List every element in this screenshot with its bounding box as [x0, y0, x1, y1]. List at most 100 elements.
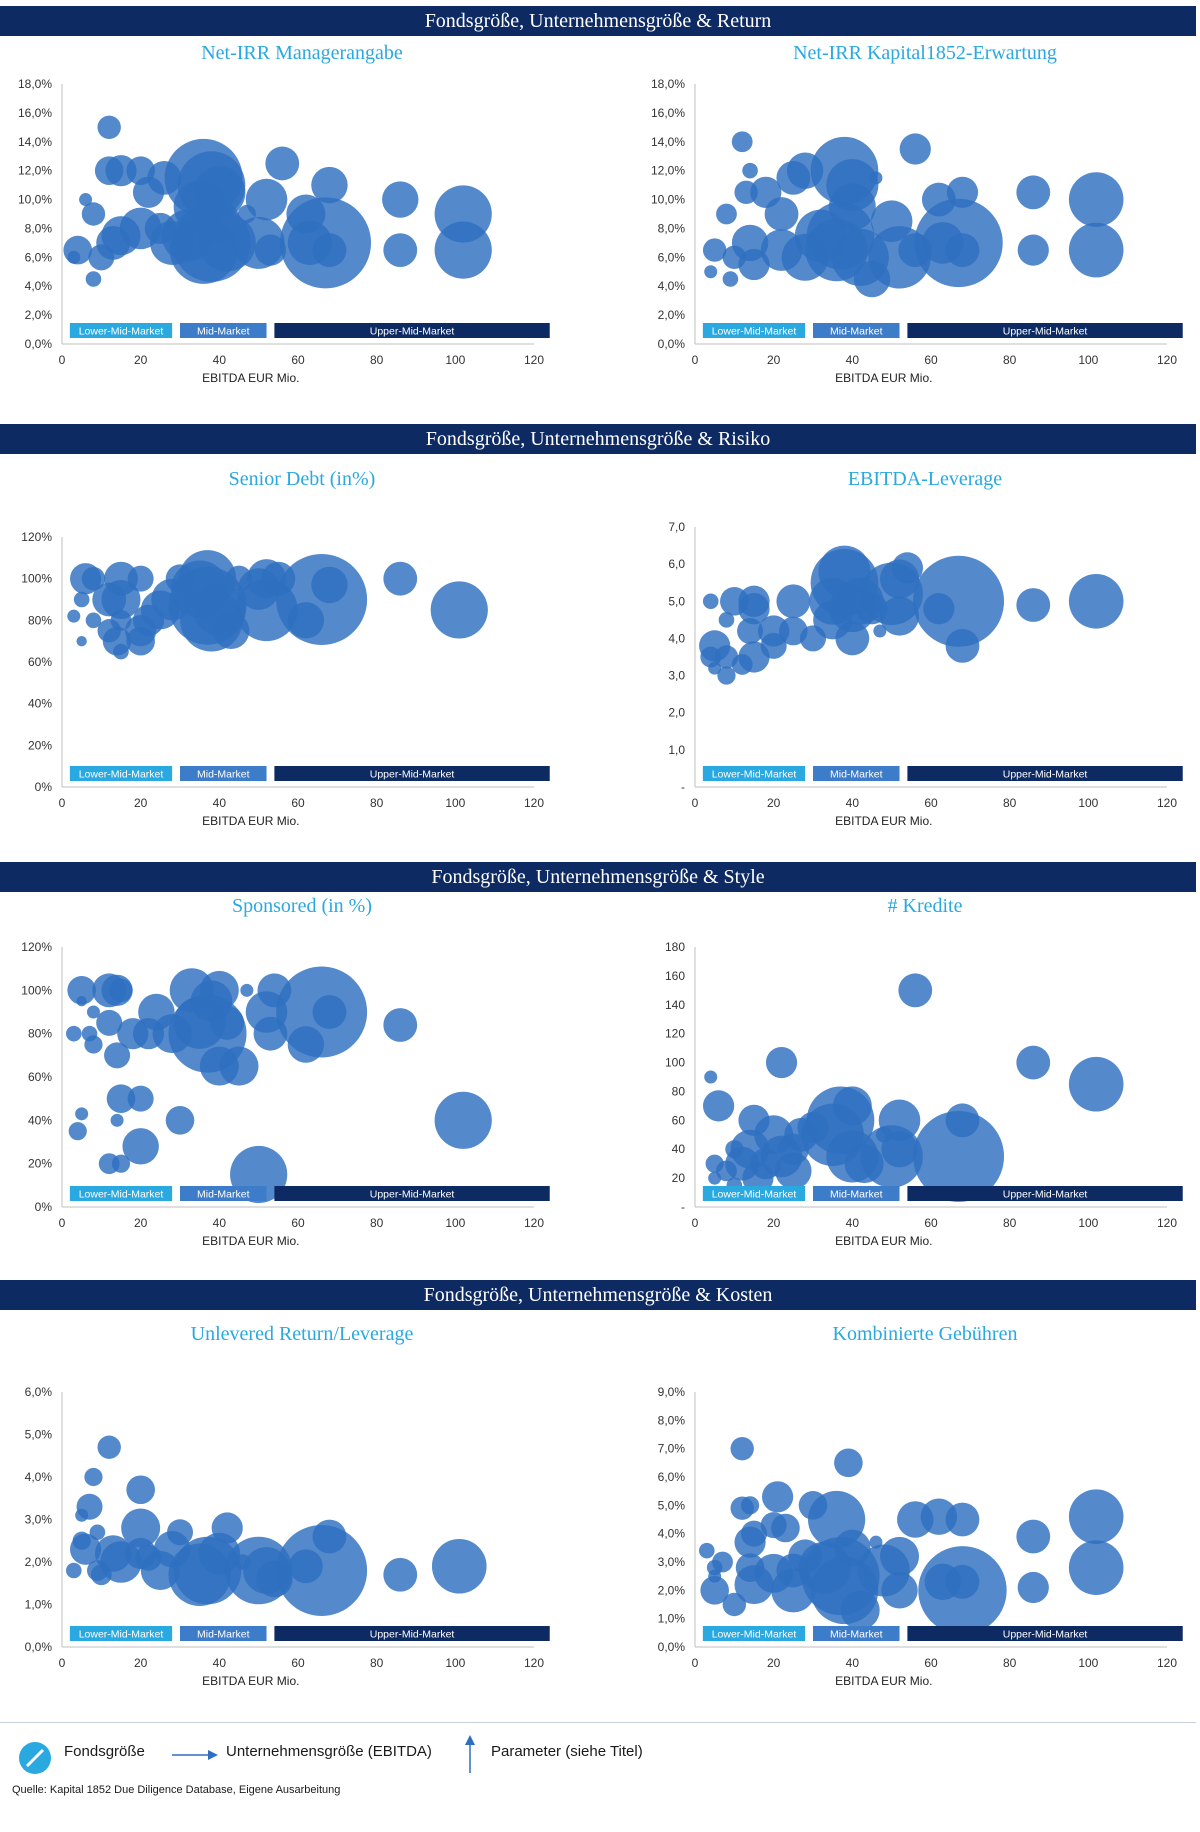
x-tick-label: 100 [445, 796, 465, 810]
chart-unlevered-return: 0,0% 1,0% 2,0% 3,0% 4,0% 5,0% 6,0% 0 20 40 60 80 100… [25, 1385, 550, 1688]
x-tick-label: 80 [1003, 353, 1017, 367]
segment-mid-market-label: Mid-Market [197, 326, 250, 338]
x-tick-label: 120 [1157, 1216, 1177, 1230]
x-tick-label: 100 [445, 1656, 465, 1670]
x-tick-label: 40 [846, 353, 860, 367]
y-tick-label: 8,0% [25, 221, 53, 235]
bubble [254, 234, 287, 266]
fund-size-legend-icon [19, 1742, 51, 1774]
segment-upper-mid-market [907, 1626, 1183, 1641]
y-tick-label: 80% [28, 613, 52, 627]
bubble [68, 1122, 87, 1141]
segment-upper-mid-market [274, 323, 550, 338]
bubble [880, 1536, 920, 1576]
y-tick-label: 5,0% [658, 1498, 686, 1512]
segment-upper-mid-market [274, 1626, 550, 1641]
section-band-return: Fondsgröße, Unternehmensgröße & Return [0, 6, 1196, 36]
bubble [312, 995, 347, 1029]
y-tick-label: 80 [672, 1084, 686, 1098]
segment-lower-mid-market-label: Lower-Mid-Market [79, 769, 164, 781]
y-tick-label: 6,0 [668, 557, 685, 571]
bubble [1068, 172, 1124, 227]
segment-mid-market [180, 766, 267, 781]
y-tick-label: 8,0% [658, 221, 686, 235]
x-tick-label: 100 [445, 353, 465, 367]
segment-mid-market [813, 1626, 900, 1641]
bubble [881, 1131, 918, 1168]
x-tick-label: 120 [524, 796, 544, 810]
bubble [276, 1525, 368, 1616]
bubble [1016, 175, 1051, 210]
bubble [722, 271, 739, 287]
segment-lower-mid-market-label: Lower-Mid-Market [79, 1189, 164, 1201]
x-tick-label: 120 [1157, 1656, 1177, 1670]
bubble [211, 1512, 243, 1544]
segment-mid-market [180, 1186, 267, 1201]
x-tick-label: 80 [370, 796, 384, 810]
y-tick-label: 100% [21, 572, 52, 586]
chart-title-net-irr-expectation: Net-IRR Kapital1852-Erwartung [793, 42, 1057, 64]
bubble [126, 1475, 155, 1505]
y-tick-label: 0% [35, 780, 53, 794]
source-note: Quelle: Kapital 1852 Due Diligence Datab… [12, 1784, 341, 1796]
bubble [97, 115, 121, 140]
bubble [945, 233, 980, 268]
bubble [167, 1519, 193, 1546]
segment-upper-mid-market-label: Upper-Mid-Market [1003, 1189, 1088, 1201]
segment-lower-mid-market [69, 1186, 173, 1201]
x-tick-label: 40 [213, 796, 227, 810]
chart-senior-debt: 0% 20% 40% 60% 80% 100% 120% 0 20 40 60 80 100 120 EBI… [21, 530, 550, 828]
bubble [382, 181, 419, 218]
x-tick-label: 40 [846, 796, 860, 810]
y-tick-label: 4,0% [25, 279, 53, 293]
bubble [101, 580, 141, 619]
y-tick-label: 16,0% [651, 106, 685, 120]
x-tick-label: 0 [692, 1656, 699, 1670]
bubble [97, 1435, 121, 1459]
y-tick-label: 20% [28, 738, 52, 752]
bubble [828, 183, 876, 231]
x-tick-label: 40 [213, 353, 227, 367]
bubble [740, 1496, 760, 1515]
x-tick-label: 120 [524, 353, 544, 367]
x-tick-label: 60 [924, 353, 938, 367]
x-tick-label: 80 [370, 1656, 384, 1670]
x-tick-label: 20 [767, 1216, 781, 1230]
legend-company-size-label: Unternehmensgröße (EBITDA) [226, 1743, 432, 1760]
y-tick-label: 5,0 [668, 594, 685, 608]
x-axis-label: EBITDA EUR Mio. [202, 1674, 299, 1688]
y-tick-label: 3,0% [658, 1555, 686, 1569]
bubble [84, 1035, 103, 1054]
x-tick-label: 40 [213, 1216, 227, 1230]
y-tick-label: 20 [672, 1171, 686, 1185]
chart-title-sponsored: Sponsored (in %) [232, 895, 372, 917]
bubble [265, 146, 300, 181]
x-tick-label: 100 [445, 1216, 465, 1230]
legend-fund-size-label: Fondsgröße [64, 1743, 145, 1760]
bubble [85, 271, 102, 287]
y-tick-label: 100 [665, 1056, 685, 1070]
y-tick-label: 0,0% [658, 337, 686, 351]
y-tick-label: 0% [35, 1200, 53, 1214]
y-tick-label: 2,0% [25, 1555, 53, 1569]
segment-lower-mid-market [69, 1626, 173, 1641]
chart-title-fees: Kombinierte Gebühren [832, 1323, 1018, 1345]
bubble [434, 221, 492, 279]
y-tick-label: 120% [21, 940, 52, 954]
y-tick-label: 7,0% [658, 1442, 686, 1456]
bubble [86, 1005, 100, 1019]
bubble [946, 176, 979, 208]
bubble [945, 1564, 980, 1599]
bubble [899, 133, 931, 165]
x-tick-label: 80 [1003, 796, 1017, 810]
x-tick-label: 40 [213, 1656, 227, 1670]
bubble [832, 1086, 872, 1126]
x-tick-label: 100 [1078, 796, 1098, 810]
segment-upper-mid-market-label: Upper-Mid-Market [1003, 1629, 1088, 1641]
x-tick-label: 0 [59, 796, 66, 810]
y-tick-label: 8,0% [658, 1413, 686, 1427]
bubble [712, 1551, 733, 1573]
bubble [111, 1154, 131, 1173]
x-tick-label: 20 [134, 796, 148, 810]
x-tick-label: 60 [291, 796, 305, 810]
